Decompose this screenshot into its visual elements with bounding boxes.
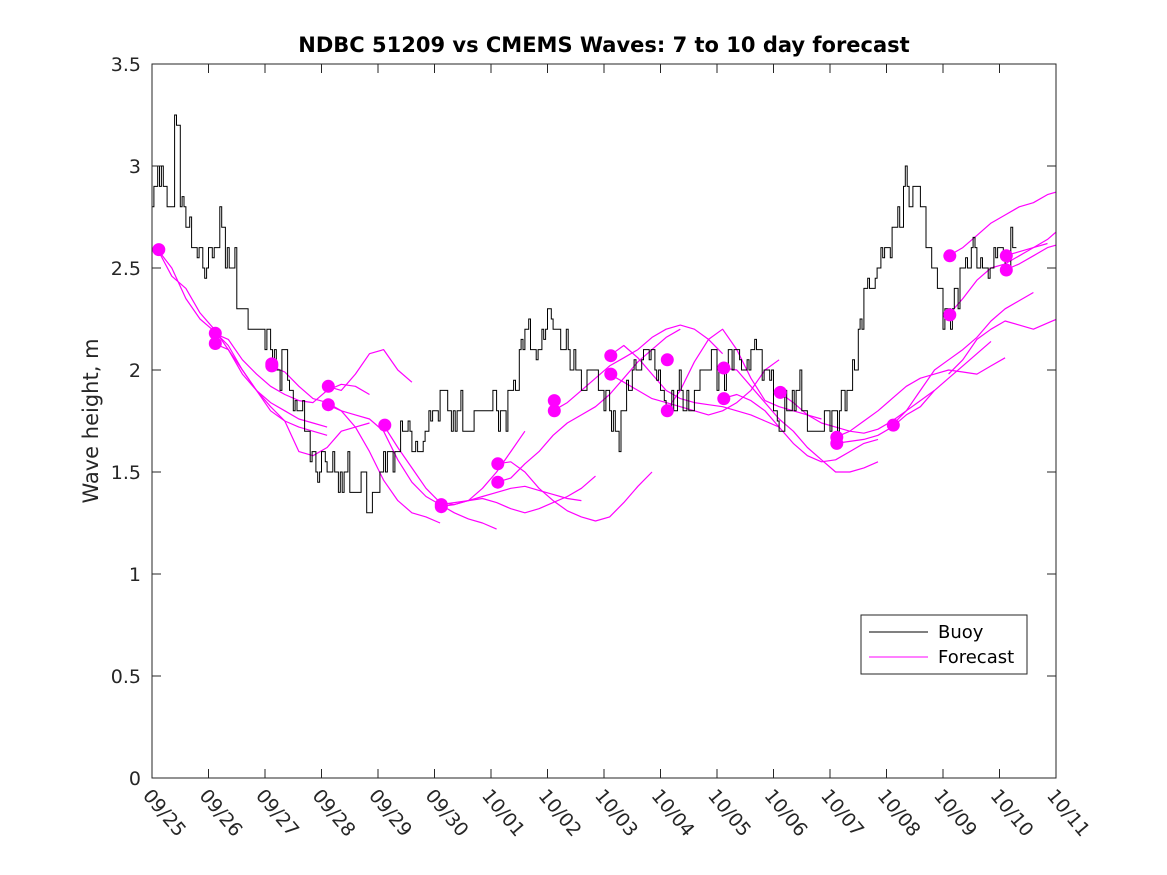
forecast-run-line (1004, 244, 1056, 271)
forecast-marker (717, 361, 731, 375)
y-tick-label: 1.5 (111, 462, 141, 484)
forecast-marker (943, 249, 957, 263)
forecast-marker (321, 398, 335, 412)
y-tick-label: 0.5 (111, 666, 141, 688)
forecast-marker (434, 500, 448, 514)
forecast-marker (491, 457, 505, 471)
y-tick-label: 2.5 (111, 258, 141, 280)
chart-title: NDBC 51209 vs CMEMS Waves: 7 to 10 day f… (298, 33, 909, 57)
forecast-run-line (722, 367, 879, 473)
forecast-marker (547, 404, 561, 418)
forecast-run-line (948, 231, 1056, 316)
legend-box (860, 614, 1028, 675)
forecast-marker (208, 337, 222, 350)
forecast-run-line (778, 389, 935, 434)
forecast-marker (152, 243, 166, 257)
forecast-marker (265, 359, 279, 373)
forecast-run-line (891, 291, 1034, 426)
y-tick-label: 0 (129, 768, 141, 790)
forecast-marker (999, 263, 1013, 277)
forecast-run-line (326, 404, 497, 530)
y-axis-label: Wave height, m (79, 338, 103, 503)
y-tick-label: 1 (129, 564, 141, 586)
legend-label-buoy: Buoy (938, 622, 984, 643)
forecast-marker (547, 394, 561, 408)
forecast-marker (999, 249, 1013, 263)
forecast-marker (491, 475, 505, 489)
ticks-layer (151, 63, 1057, 779)
y-tick-label: 2 (129, 360, 141, 382)
forecast-marker (604, 367, 618, 381)
legend-label-forecast: Forecast (938, 647, 1014, 668)
forecast-run-line (270, 365, 441, 524)
forecast-run-line (835, 340, 992, 444)
forecast-marker (830, 436, 844, 450)
forecast-run-line (835, 357, 1006, 438)
data-layer (152, 114, 1056, 530)
forecast-run-line (213, 332, 370, 404)
forecast-run-line (496, 461, 653, 522)
forecast-run-line (722, 393, 879, 463)
forecast-run-line (665, 328, 822, 420)
legend: Buoy Forecast (860, 614, 1028, 675)
forecast-marker (660, 353, 674, 367)
forecast-run-line (948, 318, 1056, 375)
buoy-line (152, 114, 1017, 514)
forecast-marker (660, 404, 674, 418)
forecast-marker (773, 385, 787, 399)
forecast-run-line (948, 191, 1056, 257)
y-tick-labels: 0 0.5 1 1.5 2 2.5 3 3.5 (111, 54, 141, 790)
y-tick-label: 3.5 (111, 54, 141, 76)
forecast-run-line (326, 349, 413, 391)
forecast-marker (208, 326, 222, 340)
forecast-marker (604, 349, 618, 363)
forecast-marker (943, 308, 957, 322)
forecast-run-line (157, 249, 328, 436)
forecast-marker (378, 418, 392, 432)
forecast-run-line (157, 249, 328, 428)
forecast-marker (886, 418, 900, 432)
forecast-run-line (440, 485, 582, 508)
forecast-marker (321, 379, 335, 393)
y-tick-label: 3 (129, 156, 141, 178)
forecast-marker (717, 392, 731, 406)
